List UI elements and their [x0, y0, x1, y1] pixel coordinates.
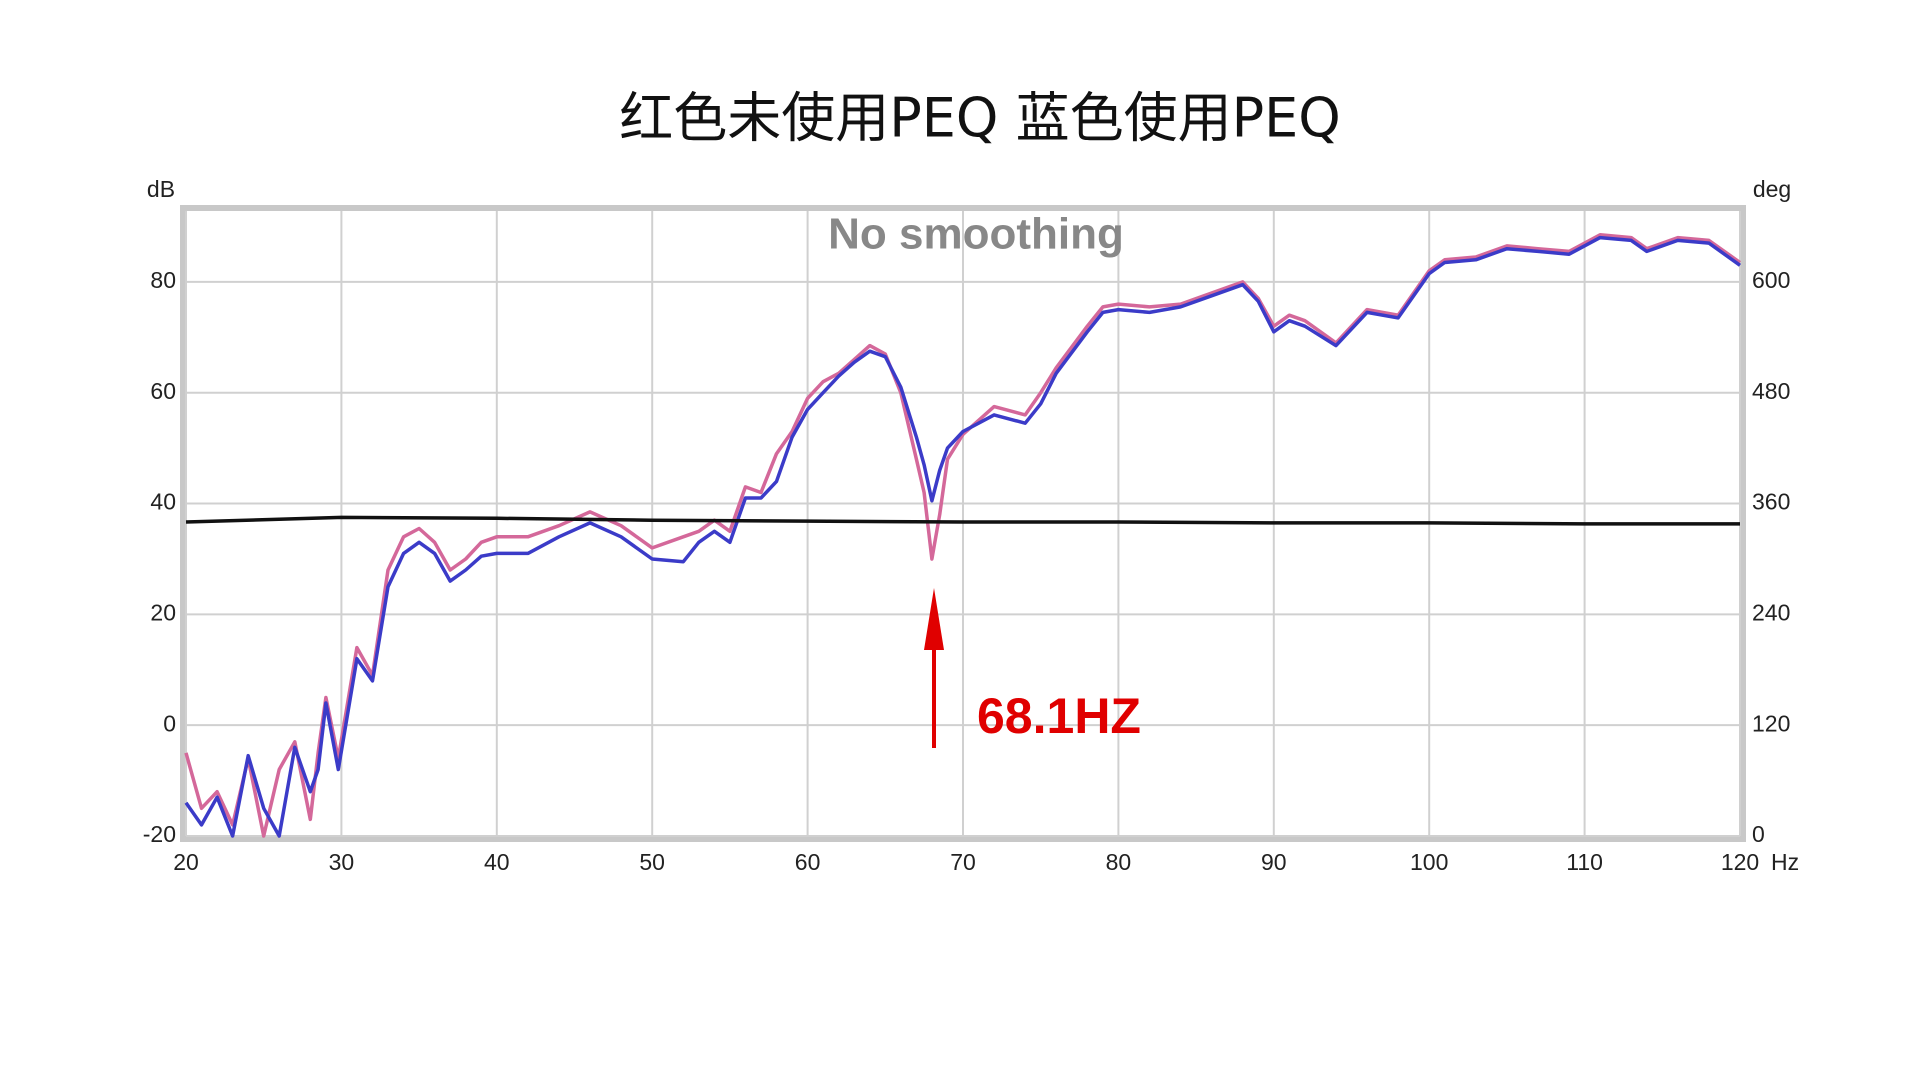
y-tick-label: 0 [163, 710, 176, 736]
y2-tick-label: 480 [1752, 378, 1790, 404]
y2-tick-label: 120 [1752, 710, 1790, 736]
x-tick-label: 60 [795, 849, 821, 875]
x-tick-label: 70 [950, 849, 976, 875]
y-tick-label: 80 [150, 267, 176, 293]
chart-title: 红色未使用PEQ 蓝色使用PEQ [619, 87, 1341, 150]
x-tick-label: 110 [1566, 849, 1603, 875]
y-tick-label: 20 [150, 599, 176, 625]
x-tick-label: 50 [639, 849, 665, 875]
x-axis-label: Hz [1771, 849, 1799, 875]
series-line [184, 233, 1742, 838]
annotation: No smoothing [828, 210, 1124, 259]
x-tick-label: 20 [173, 849, 199, 875]
y2-tick-label: 0 [1752, 821, 1765, 847]
y2-tick-label: 360 [1752, 489, 1790, 515]
x-tick-label: 40 [484, 849, 510, 875]
x-tick-label: 100 [1410, 849, 1448, 875]
series-line [184, 235, 1742, 838]
y2-tick-label: 600 [1752, 267, 1790, 293]
x-tick-label: 80 [1106, 849, 1132, 875]
x-tick-label: 90 [1261, 849, 1287, 875]
x-tick-label: 30 [329, 849, 355, 875]
x-tick-label: 120 [1721, 849, 1759, 875]
y-tick-label: 40 [150, 489, 176, 515]
marker-arrow-head [924, 588, 944, 650]
y-axis-label: dB [147, 176, 175, 202]
y2-axis-label: deg [1753, 176, 1791, 202]
y2-tick-label: 240 [1752, 599, 1790, 625]
y-tick-label: 60 [150, 378, 176, 404]
y-tick-label: -20 [143, 821, 176, 847]
series-line [185, 515, 1740, 526]
marker-label: 68.1HZ [977, 688, 1141, 744]
